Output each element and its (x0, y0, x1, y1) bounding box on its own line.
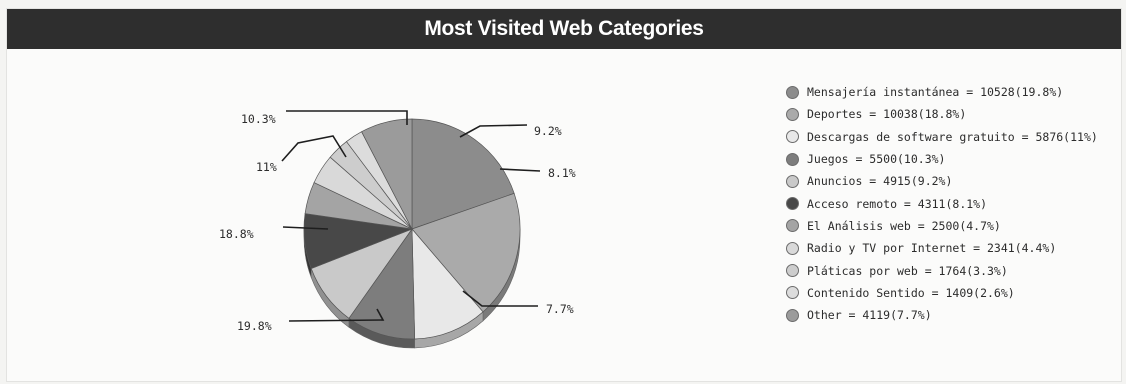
leader-line (286, 110, 408, 125)
legend-swatch (786, 152, 799, 166)
legend-swatch (786, 107, 799, 121)
chart-card: Most Visited Web Categories 19.8% 18.8% 11… (6, 8, 1122, 382)
pie-slice (411, 228, 484, 340)
pie-slice (411, 192, 521, 313)
legend-item: Deportes = 10038(18.8%) (786, 103, 1126, 125)
pie-slice (361, 118, 413, 230)
leader-line (282, 226, 329, 230)
percent-label: 9.2% (534, 124, 562, 138)
legend-item: Descargas de software gratuito = 5876(11… (786, 126, 1126, 148)
chart-header: Most Visited Web Categories (7, 9, 1121, 49)
pie-slice (348, 227, 416, 340)
leader-line (462, 290, 538, 307)
legend-item: El Análisis web = 2500(4.7%) (786, 215, 1126, 237)
legend-label: Pláticas por web = 1764(3.3%) (807, 263, 1008, 278)
leader-line (288, 308, 385, 322)
legend-item: Mensajería instantánea = 10528(19.8%) (786, 81, 1126, 103)
legend-item: Juegos = 5500(10.3%) (786, 148, 1126, 170)
pie-slice (411, 118, 515, 230)
legend-label: Juegos = 5500(10.3%) (807, 152, 946, 167)
legend-swatch (786, 197, 799, 211)
legend-item: Anuncios = 4915(9.2%) (786, 170, 1126, 192)
legend-label: Acceso remoto = 4311(8.1%) (807, 196, 988, 211)
legend-label: Descargas de software gratuito = 5876(11… (807, 129, 1098, 144)
legend-label: Other = 4119(7.7%) (807, 308, 932, 323)
legend-label: Deportes = 10038(18.8%) (807, 107, 967, 122)
pie-chart: 19.8% 18.8% 11% 10.3% 9.2% 8.1% 7.7% (219, 110, 576, 349)
legend-label: Radio y TV por Internet = 2341(4.4%) (807, 241, 1057, 256)
legend-swatch (786, 85, 799, 99)
percent-label: 18.8% (219, 227, 254, 241)
legend-label: Contenido Sentido = 1409(2.6%) (807, 285, 1015, 300)
legend-swatch (786, 308, 799, 322)
leader-line (281, 135, 347, 162)
legend-label: Anuncios = 4915(9.2%) (807, 174, 953, 189)
legend-swatch (786, 286, 799, 300)
percent-label: 19.8% (237, 319, 272, 333)
chart-title: Most Visited Web Categories (424, 17, 704, 40)
leader-line (499, 168, 541, 172)
legend-swatch (786, 219, 799, 233)
legend-item: Other = 4119(7.7%) (786, 304, 1126, 326)
legend-label: El Análisis web = 2500(4.7%) (807, 218, 1001, 233)
legend-label: Mensajería instantánea = 10528(19.8%) (807, 85, 1064, 100)
legend-item: Acceso remoto = 4311(8.1%) (786, 192, 1126, 214)
legend-item: Pláticas por web = 1764(3.3%) (786, 259, 1126, 281)
legend-item: Contenido Sentido = 1409(2.6%) (786, 282, 1126, 304)
legend-swatch (786, 130, 799, 144)
percent-label: 10.3% (241, 112, 276, 126)
percent-label: 7.7% (546, 302, 574, 316)
legend-item: Radio y TV por Internet = 2341(4.4%) (786, 237, 1126, 259)
percent-label: 8.1% (548, 166, 576, 180)
leader-line (459, 124, 528, 138)
legend-swatch (786, 264, 799, 278)
chart-legend: Mensajería instantánea = 10528(19.8%) Dep… (786, 81, 1126, 326)
percent-label: 11% (256, 160, 277, 174)
legend-swatch (786, 174, 799, 188)
legend-swatch (786, 241, 799, 255)
